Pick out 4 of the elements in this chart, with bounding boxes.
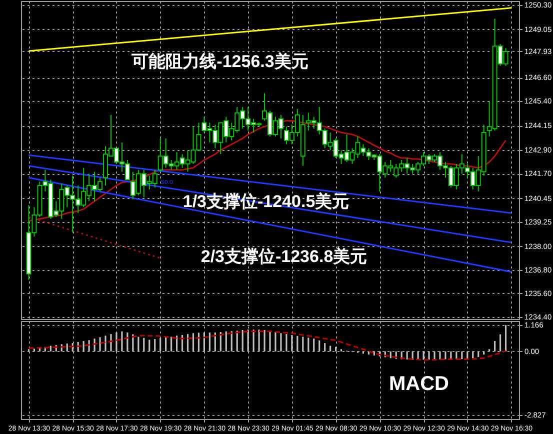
annotation: MACD <box>389 373 449 395</box>
annotation: 2/3支撑位-1236.8美元 <box>200 247 368 266</box>
annotation: 可能阻力线-1256.3美元 <box>130 52 308 71</box>
line-series <box>28 330 507 361</box>
